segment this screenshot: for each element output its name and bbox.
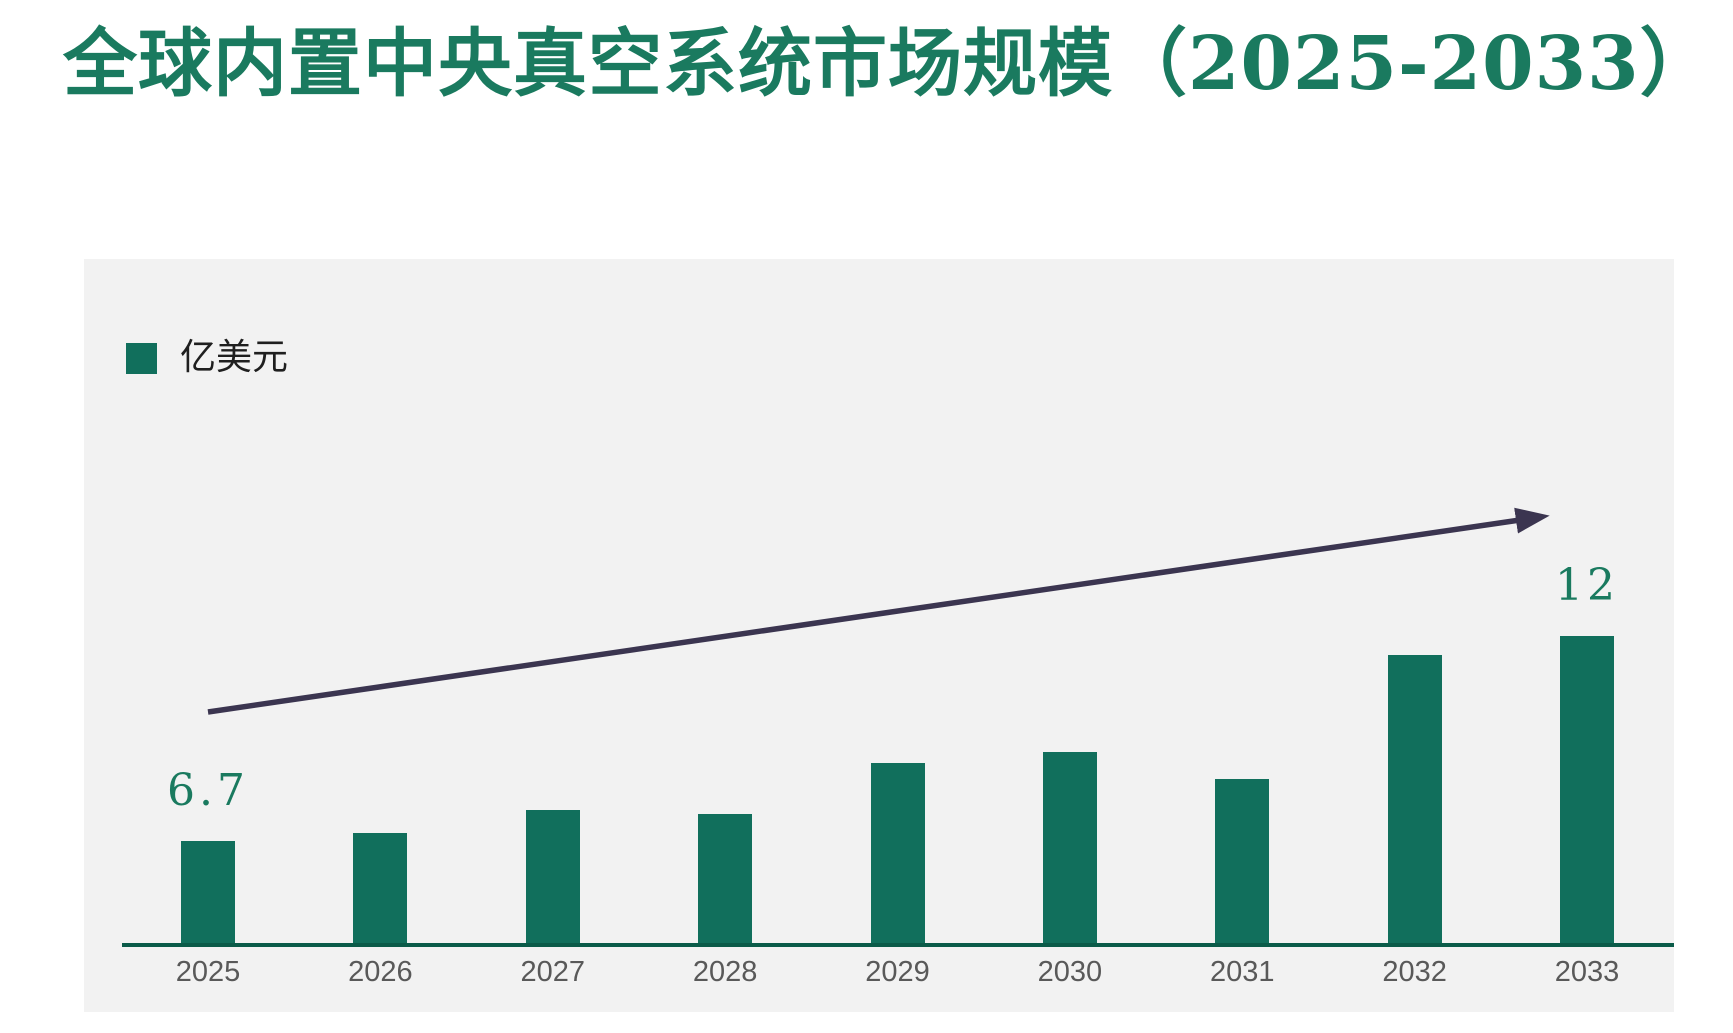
- legend-label: 亿美元: [180, 337, 289, 378]
- x-tick-2027: 2027: [520, 956, 585, 988]
- legend-swatch: [126, 342, 157, 374]
- bar-2032: [1387, 655, 1442, 945]
- bar-2030: [1042, 752, 1097, 945]
- bar-2028: [698, 814, 753, 945]
- bar-2026: [353, 833, 408, 945]
- x-axis-line: [122, 943, 1674, 947]
- chart-title: 全球内置中央真空系统市场规模（2025-2033）: [63, 21, 1715, 107]
- value-label-2033: 12: [1555, 560, 1619, 611]
- bar-2033: [1560, 636, 1614, 945]
- bar-2031: [1215, 779, 1270, 945]
- bar-2025: [181, 841, 235, 945]
- x-tick-2029: 2029: [865, 956, 930, 988]
- bar-2029: [870, 763, 925, 945]
- x-tick-2031: 2031: [1209, 956, 1275, 988]
- chart-panel: 亿美元 6.7 12 2025 2026 2027 2028 2029 2030 2031 20…: [84, 259, 1674, 1012]
- x-tick-2025: 2025: [175, 956, 241, 988]
- x-tick-2030: 2030: [1037, 956, 1103, 988]
- bar-2027: [525, 810, 580, 945]
- x-tick-2026: 2026: [348, 956, 413, 988]
- x-tick-2033: 2033: [1554, 956, 1620, 988]
- x-tick-2028: 2028: [692, 956, 758, 988]
- legend: 亿美元: [126, 337, 289, 378]
- value-label-2025: 6.7: [167, 765, 249, 816]
- x-tick-2032: 2032: [1382, 956, 1447, 988]
